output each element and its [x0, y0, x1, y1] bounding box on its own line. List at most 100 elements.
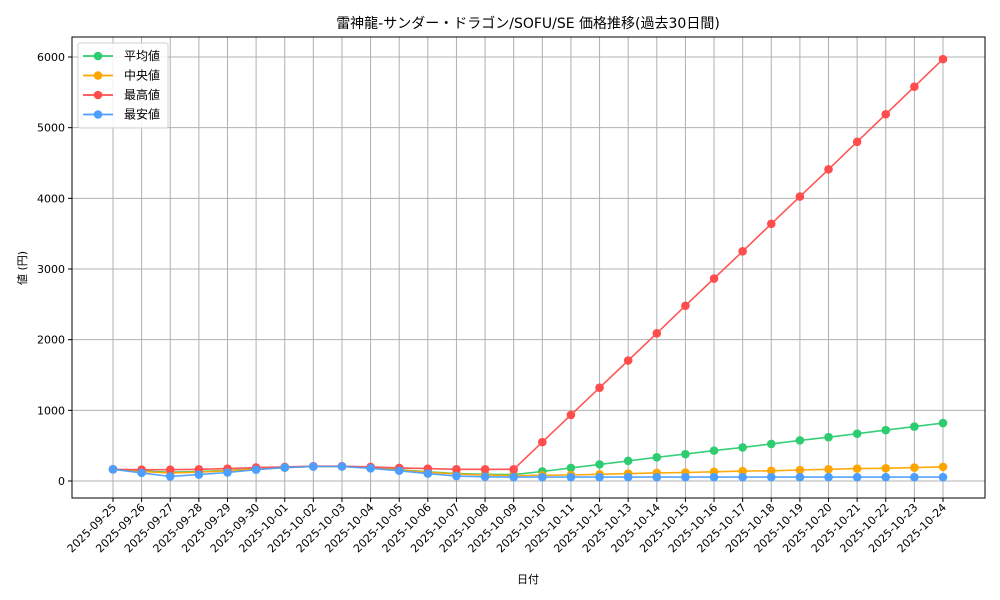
data-point — [824, 472, 833, 482]
data-point — [595, 472, 604, 482]
legend-marker-icon — [93, 110, 103, 119]
series-lines — [108, 54, 948, 482]
data-point — [738, 466, 747, 476]
legend-item: 最安値 — [83, 107, 160, 122]
data-point — [337, 462, 347, 471]
data-point — [910, 472, 919, 482]
data-point — [910, 463, 919, 472]
data-point — [137, 468, 146, 478]
data-point — [538, 437, 547, 447]
data-point — [681, 301, 690, 311]
data-point — [852, 429, 862, 438]
data-point — [309, 462, 318, 471]
data-point — [881, 109, 891, 119]
y-tick-label: 5000 — [37, 122, 65, 135]
data-point — [223, 468, 232, 477]
data-point — [280, 463, 290, 472]
data-point — [452, 465, 461, 474]
data-point — [681, 472, 690, 482]
legend-item: 平均値 — [83, 48, 160, 63]
data-point — [251, 465, 261, 474]
data-point — [766, 472, 776, 482]
data-point — [766, 439, 776, 449]
data-point — [938, 472, 948, 482]
data-point — [423, 469, 433, 478]
y-axis-ticks: 0 1000 2000 3000 4000 5000 6000 — [37, 51, 72, 488]
data-point — [194, 470, 204, 479]
y-tick-label: 3000 — [37, 263, 65, 276]
data-point — [910, 422, 919, 431]
data-point — [566, 463, 576, 473]
data-point — [452, 471, 461, 481]
data-point — [623, 356, 633, 365]
data-point — [738, 247, 747, 256]
data-point — [910, 82, 919, 91]
data-point — [108, 465, 118, 474]
x-axis-label: 日付 — [517, 573, 539, 586]
data-point — [652, 472, 662, 482]
y-tick-label: 2000 — [37, 334, 65, 347]
data-point — [595, 460, 604, 469]
data-point — [824, 432, 833, 442]
legend-marker-icon — [93, 51, 103, 61]
series-最高値 — [108, 54, 948, 474]
legend-label: 平均値 — [124, 48, 160, 63]
data-point — [881, 425, 891, 435]
data-point — [766, 466, 776, 476]
data-point — [509, 472, 518, 482]
data-point — [623, 472, 633, 482]
legend-marker-icon — [93, 90, 103, 100]
data-point — [566, 472, 576, 482]
data-point — [881, 463, 891, 473]
data-point — [881, 472, 891, 482]
data-point — [738, 472, 747, 482]
chart-title: 雷神龍-サンダー・ドラゴン/SOFU/SE 価格推移(過去30日間) — [336, 15, 720, 32]
data-point — [538, 472, 547, 482]
legend-item: 中央値 — [83, 68, 160, 83]
legend-label: 最安値 — [124, 107, 160, 122]
data-point — [795, 436, 805, 445]
data-point — [165, 472, 175, 481]
data-point — [165, 465, 175, 474]
data-point — [681, 449, 690, 459]
legend-box — [77, 42, 169, 129]
legend-marker-icon — [93, 71, 103, 80]
legend-label: 中央値 — [124, 68, 160, 83]
data-point — [938, 462, 948, 472]
data-point — [509, 465, 518, 474]
y-tick-label: 6000 — [37, 51, 65, 64]
data-point — [766, 219, 776, 229]
data-point — [852, 472, 862, 482]
legend-label: 最高値 — [124, 87, 160, 102]
data-point — [938, 54, 948, 64]
data-point — [852, 137, 862, 147]
data-point — [824, 465, 833, 474]
data-point — [824, 165, 833, 174]
data-point — [652, 453, 662, 462]
data-point — [623, 456, 633, 466]
data-point — [595, 383, 604, 393]
data-point — [795, 472, 805, 482]
data-point — [795, 192, 805, 201]
y-tick-label: 1000 — [37, 404, 65, 417]
data-point — [738, 443, 747, 452]
data-point — [652, 329, 662, 338]
data-point — [366, 463, 375, 473]
data-point — [480, 465, 490, 474]
legend-item: 最高値 — [83, 87, 160, 102]
data-point — [480, 472, 490, 482]
data-point — [394, 466, 404, 476]
x-axis-ticks: 2025-09-252025-09-262025-09-272025-09-28… — [65, 498, 949, 555]
grid-lines — [72, 37, 985, 498]
data-point — [795, 465, 805, 475]
data-point — [566, 410, 576, 420]
axes-frame — [71, 36, 986, 499]
data-point — [709, 446, 719, 455]
data-point — [709, 472, 719, 482]
data-point — [938, 418, 948, 428]
y-tick-label: 4000 — [37, 192, 65, 205]
series-最安値 — [108, 462, 948, 482]
data-point — [852, 464, 862, 473]
